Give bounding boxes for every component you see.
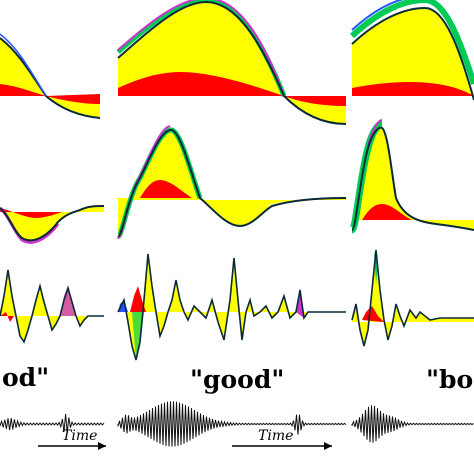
panel-left-row2 xyxy=(0,205,105,244)
word-label-left: od" xyxy=(2,363,49,392)
time-label-left: Time xyxy=(62,428,97,444)
waveform-left xyxy=(0,414,105,434)
panel-center-row1 xyxy=(116,0,347,125)
arrowhead-icon xyxy=(98,442,106,450)
panel-center-row3 xyxy=(117,253,346,361)
word-label-right: "boo xyxy=(426,365,474,394)
time-arrow-center: Time xyxy=(232,428,332,450)
panel-left-row3 xyxy=(0,269,104,344)
time-label-center: Time xyxy=(258,428,293,444)
panel-left-row1 xyxy=(0,33,101,119)
panel-right-row3 xyxy=(351,249,474,347)
panel-center-row2 xyxy=(115,125,347,240)
waveform-right xyxy=(351,405,474,443)
waveform-center xyxy=(117,401,347,447)
word-label-center: "good" xyxy=(190,365,284,394)
panel-right-row2 xyxy=(348,119,474,234)
arrowhead-icon xyxy=(324,442,332,450)
panel-right-row1 xyxy=(349,0,474,101)
time-arrow-left: Time xyxy=(38,428,106,450)
